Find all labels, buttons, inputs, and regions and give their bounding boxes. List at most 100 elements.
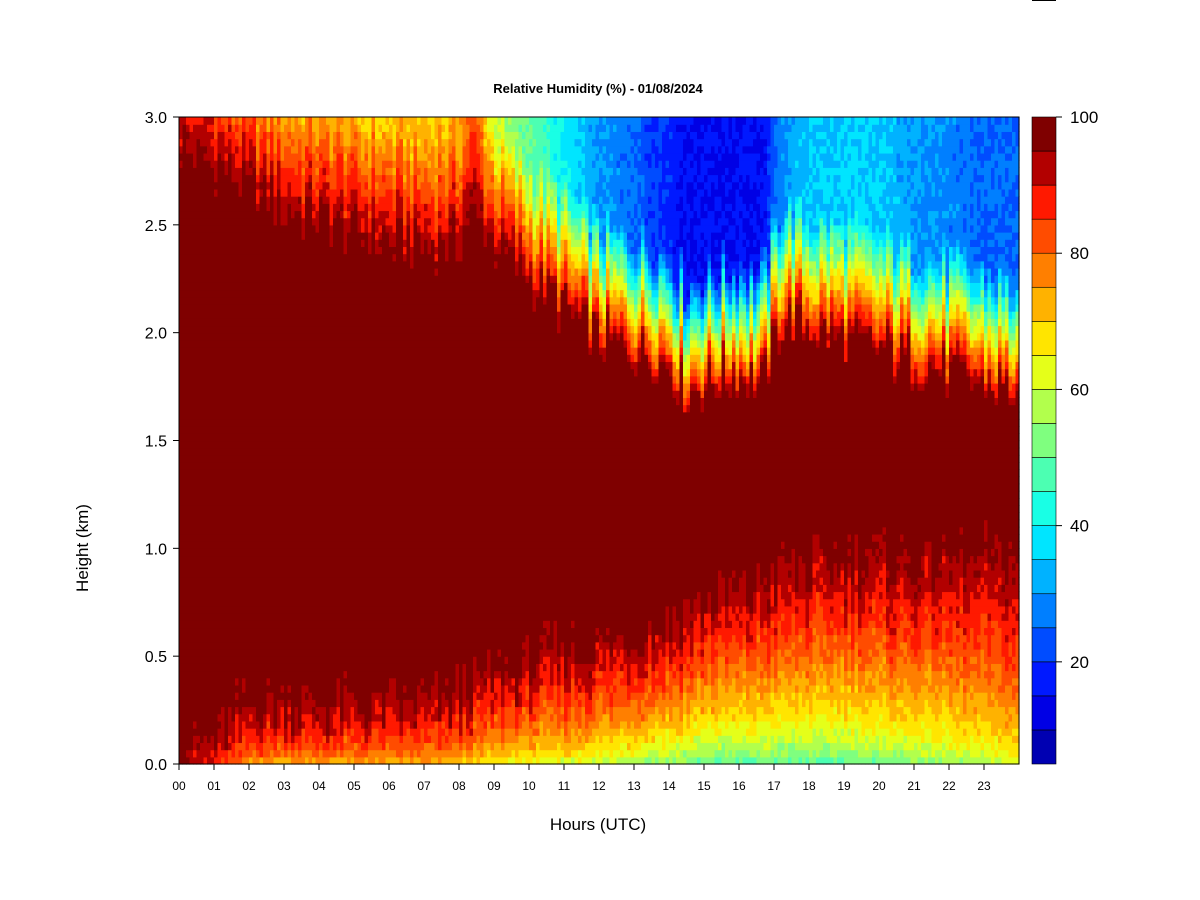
heatmap-cell	[235, 605, 240, 614]
heatmap-cell	[214, 447, 219, 456]
heatmap-cell	[228, 684, 233, 693]
heatmap-cell	[284, 217, 289, 226]
heatmap-cell	[252, 440, 257, 449]
heatmap-cell	[256, 605, 261, 614]
heatmap-cell	[315, 598, 320, 607]
heatmap-cell	[238, 390, 243, 398]
heatmap-cell	[340, 124, 345, 132]
heatmap-cell	[273, 648, 278, 657]
heatmap-cell	[354, 512, 359, 521]
heatmap-cell	[368, 684, 373, 693]
heatmap-cell	[361, 196, 366, 204]
heatmap-cell	[329, 512, 334, 521]
heatmap-cell	[207, 260, 212, 269]
heatmap-cell	[196, 275, 201, 283]
heatmap-cell	[186, 440, 191, 449]
heatmap-cell	[305, 275, 310, 283]
heatmap-cell	[277, 296, 282, 305]
heatmap-cell	[357, 569, 362, 578]
heatmap-cell	[301, 332, 306, 341]
heatmap-cell	[228, 548, 233, 557]
heatmap-cell	[193, 728, 198, 736]
heatmap-cell	[270, 275, 275, 283]
heatmap-cell	[210, 742, 215, 751]
heatmap-cell	[347, 239, 352, 247]
heatmap-cell	[217, 260, 222, 269]
heatmap-cell	[364, 454, 369, 463]
heatmap-cell	[235, 749, 240, 758]
heatmap-cell	[200, 318, 205, 327]
heatmap-cell	[245, 203, 250, 212]
heatmap-cell	[182, 648, 187, 657]
heatmap-cell	[193, 548, 198, 557]
heatmap-cell	[298, 332, 303, 341]
heatmap-cell	[200, 548, 205, 557]
heatmap-cell	[182, 440, 187, 449]
heatmap-cell	[322, 296, 327, 305]
heatmap-cell	[221, 296, 226, 305]
heatmap-cell	[361, 433, 366, 442]
heatmap-cell	[235, 311, 240, 319]
heatmap-cell	[245, 375, 250, 384]
heatmap-cell	[343, 303, 348, 312]
heatmap-cell	[263, 533, 268, 542]
heatmap-cell	[336, 526, 341, 535]
heatmap-cell	[354, 397, 359, 406]
heatmap-cell	[228, 253, 233, 262]
heatmap-cell	[231, 641, 236, 650]
heatmap-cell	[294, 167, 299, 176]
heatmap-cell	[203, 749, 208, 758]
heatmap-cell	[343, 648, 348, 657]
heatmap-cell	[287, 203, 292, 212]
heatmap-cell	[305, 591, 310, 600]
heatmap-cell	[266, 756, 271, 765]
heatmap-cell	[347, 433, 352, 442]
heatmap-cell	[200, 699, 205, 708]
heatmap-cell	[298, 347, 303, 355]
heatmap-cell	[256, 505, 261, 513]
heatmap-cell	[333, 555, 338, 564]
heatmap-cell	[186, 562, 191, 571]
heatmap-cell	[200, 569, 205, 578]
heatmap-cell	[259, 253, 264, 262]
heatmap-cell	[280, 339, 285, 348]
heatmap-cell	[350, 382, 355, 391]
heatmap-cell	[315, 152, 320, 161]
heatmap-cell	[200, 117, 205, 125]
heatmap-cell	[301, 548, 306, 557]
heatmap-cell	[333, 454, 338, 463]
heatmap-cell	[371, 490, 376, 499]
heatmap-cell	[350, 613, 355, 621]
heatmap-cell	[193, 735, 198, 744]
heatmap-cell	[214, 117, 219, 125]
heatmap-cell	[322, 152, 327, 161]
heatmap-cell	[308, 203, 313, 212]
heatmap-cell	[196, 562, 201, 571]
heatmap-cell	[347, 720, 352, 729]
heatmap-cell	[284, 196, 289, 204]
heatmap-cell	[273, 447, 278, 456]
heatmap-cell	[326, 505, 331, 513]
heatmap-cell	[305, 512, 310, 521]
heatmap-cell	[263, 627, 268, 636]
heatmap-cell	[214, 720, 219, 729]
heatmap-cell	[224, 282, 229, 291]
heatmap-cell	[298, 167, 303, 176]
heatmap-cell	[238, 188, 243, 197]
heatmap-cell	[368, 390, 373, 398]
heatmap-cell	[252, 131, 257, 140]
heatmap-cell	[245, 728, 250, 736]
heatmap-cell	[224, 476, 229, 485]
heatmap-cell	[305, 735, 310, 744]
heatmap-cell	[298, 634, 303, 643]
heatmap-cell	[245, 634, 250, 643]
heatmap-cell	[245, 253, 250, 262]
heatmap-cell	[364, 749, 369, 758]
heatmap-cell	[207, 217, 212, 226]
heatmap-cell	[207, 577, 212, 585]
heatmap-cell	[312, 239, 317, 247]
heatmap-cell	[214, 548, 219, 557]
heatmap-cell	[277, 181, 282, 190]
heatmap-cell	[343, 354, 348, 363]
heatmap-cell	[319, 627, 324, 636]
